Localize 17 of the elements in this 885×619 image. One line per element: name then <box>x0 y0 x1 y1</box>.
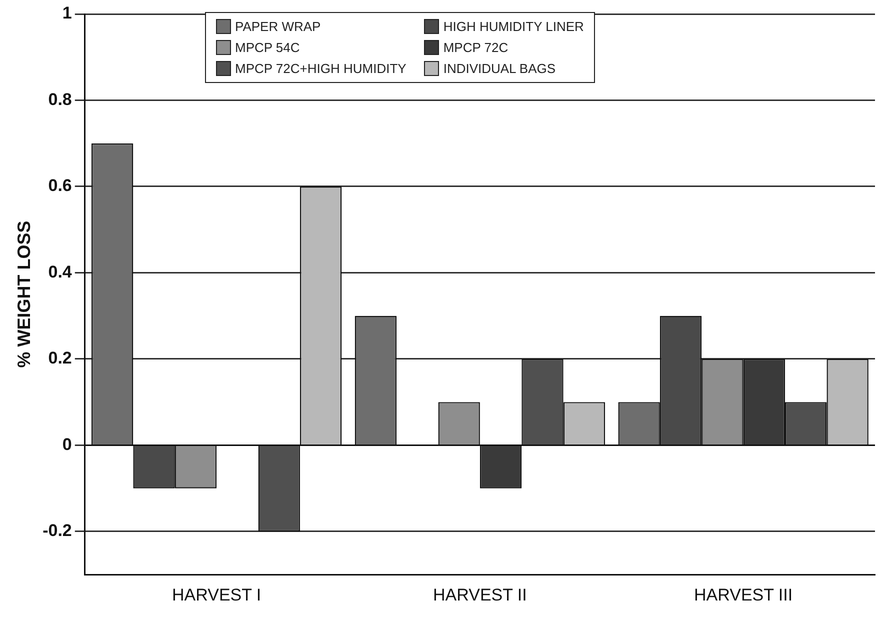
y-tick-label: 0 <box>62 434 72 454</box>
y-tick-label: 1 <box>62 4 72 23</box>
x-tick-label: HARVEST III <box>694 585 793 604</box>
x-tick-label: HARVEST II <box>433 585 527 604</box>
legend-label: MPCP 54C <box>235 40 300 55</box>
x-tick-label: HARVEST I <box>172 585 262 604</box>
legend-label: INDIVIDUAL BAGS <box>443 61 556 76</box>
y-tick-label: 0.4 <box>48 262 72 282</box>
legend-label: HIGH HUMIDITY LINER <box>443 19 584 34</box>
y-tick-label: -0.2 <box>42 521 72 540</box>
y-axis-title: % WEIGHT LOSS <box>14 220 34 368</box>
legend-label: PAPER WRAP <box>235 19 321 34</box>
legend-label: MPCP 72C <box>443 40 508 55</box>
y-tick-label: 0.2 <box>48 348 72 368</box>
y-tick-label: 0.6 <box>48 176 72 196</box>
legend-label: MPCP 72C+HIGH HUMIDITY <box>235 61 406 76</box>
y-tick-label: 0.8 <box>48 90 72 109</box>
